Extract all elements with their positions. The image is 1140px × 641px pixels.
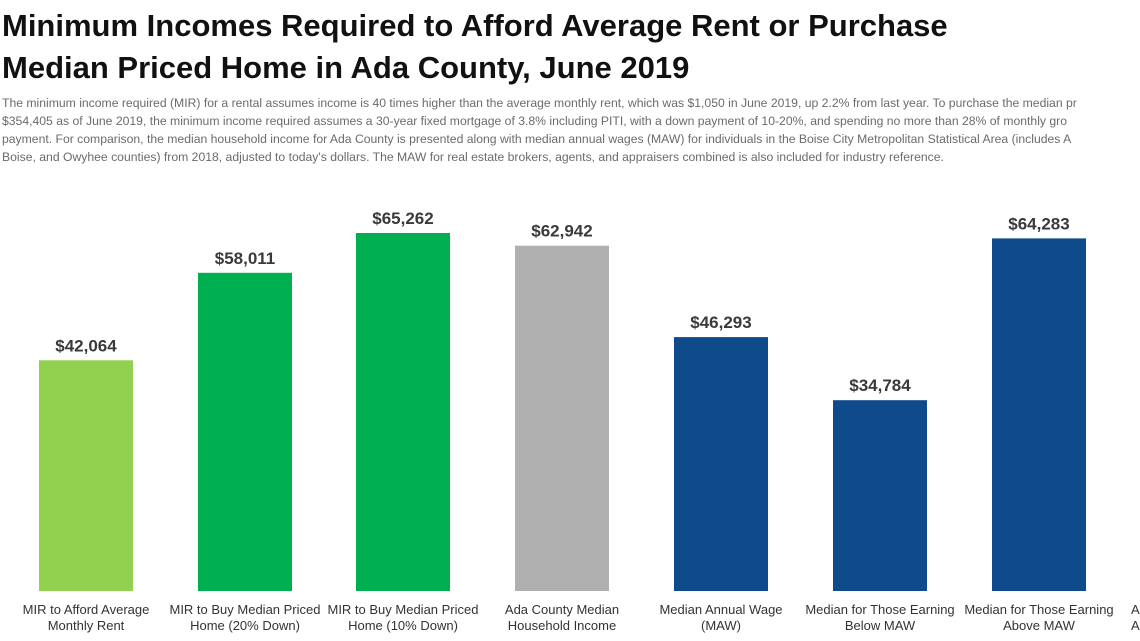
- bar-6: [833, 400, 927, 591]
- bar-1: [39, 360, 133, 591]
- category-label-4-line-1: Ada County Median: [505, 602, 619, 617]
- category-label-6-line-2: Below MAW: [845, 618, 916, 633]
- bar-value-label-1: $42,064: [55, 336, 117, 355]
- category-label-2-line-1: MIR to Buy Median Priced: [169, 602, 320, 617]
- bar-7: [992, 238, 1086, 591]
- category-label-7-line-2: Above MAW: [1003, 618, 1075, 633]
- category-label-2-line-2: Home (20% Down): [190, 618, 300, 633]
- bar-value-label-5: $46,293: [690, 313, 751, 332]
- description-line-3: payment. For comparison, the median hous…: [2, 132, 1072, 146]
- category-label-3-line-2: Home (10% Down): [348, 618, 458, 633]
- bar-value-label-2: $58,011: [215, 249, 276, 268]
- clipped-category-label-line-1: A: [1131, 602, 1140, 617]
- chart-title: Minimum Incomes Required to Afford Avera…: [2, 5, 1138, 89]
- category-label-1-line-2: Monthly Rent: [48, 618, 125, 633]
- category-label-1-line-1: MIR to Afford Average: [23, 602, 150, 617]
- description-line-4: Boise, and Owyhee counties) from 2018, a…: [2, 150, 944, 164]
- category-label-7-line-1: Median for Those Earning: [964, 602, 1113, 617]
- bar-value-label-4: $62,942: [531, 222, 592, 241]
- chart-title-line-2: Median Priced Home in Ada County, June 2…: [2, 50, 690, 85]
- description-line-2: $354,405 as of June 2019, the minimum in…: [2, 114, 1067, 128]
- bar-value-label-7: $64,283: [1008, 214, 1069, 233]
- chart-title-line-1: Minimum Incomes Required to Afford Avera…: [2, 8, 948, 43]
- category-label-5-line-2: (MAW): [701, 618, 741, 633]
- chart-description: The minimum income required (MIR) for a …: [2, 94, 1138, 166]
- category-label-3-line-1: MIR to Buy Median Priced: [327, 602, 478, 617]
- category-label-4-line-2: Household Income: [508, 618, 616, 633]
- description-line-1: The minimum income required (MIR) for a …: [2, 96, 1077, 110]
- bar-value-label-6: $34,784: [849, 376, 911, 395]
- bar-value-label-3: $65,262: [372, 209, 433, 228]
- category-label-5-line-1: Median Annual Wage: [659, 602, 782, 617]
- bar-3: [356, 233, 450, 591]
- bar-2: [198, 272, 292, 591]
- bar-5: [674, 337, 768, 591]
- bar-4: [515, 245, 609, 591]
- clipped-category-label-line-2: A: [1131, 618, 1140, 633]
- category-label-6-line-1: Median for Those Earning: [805, 602, 954, 617]
